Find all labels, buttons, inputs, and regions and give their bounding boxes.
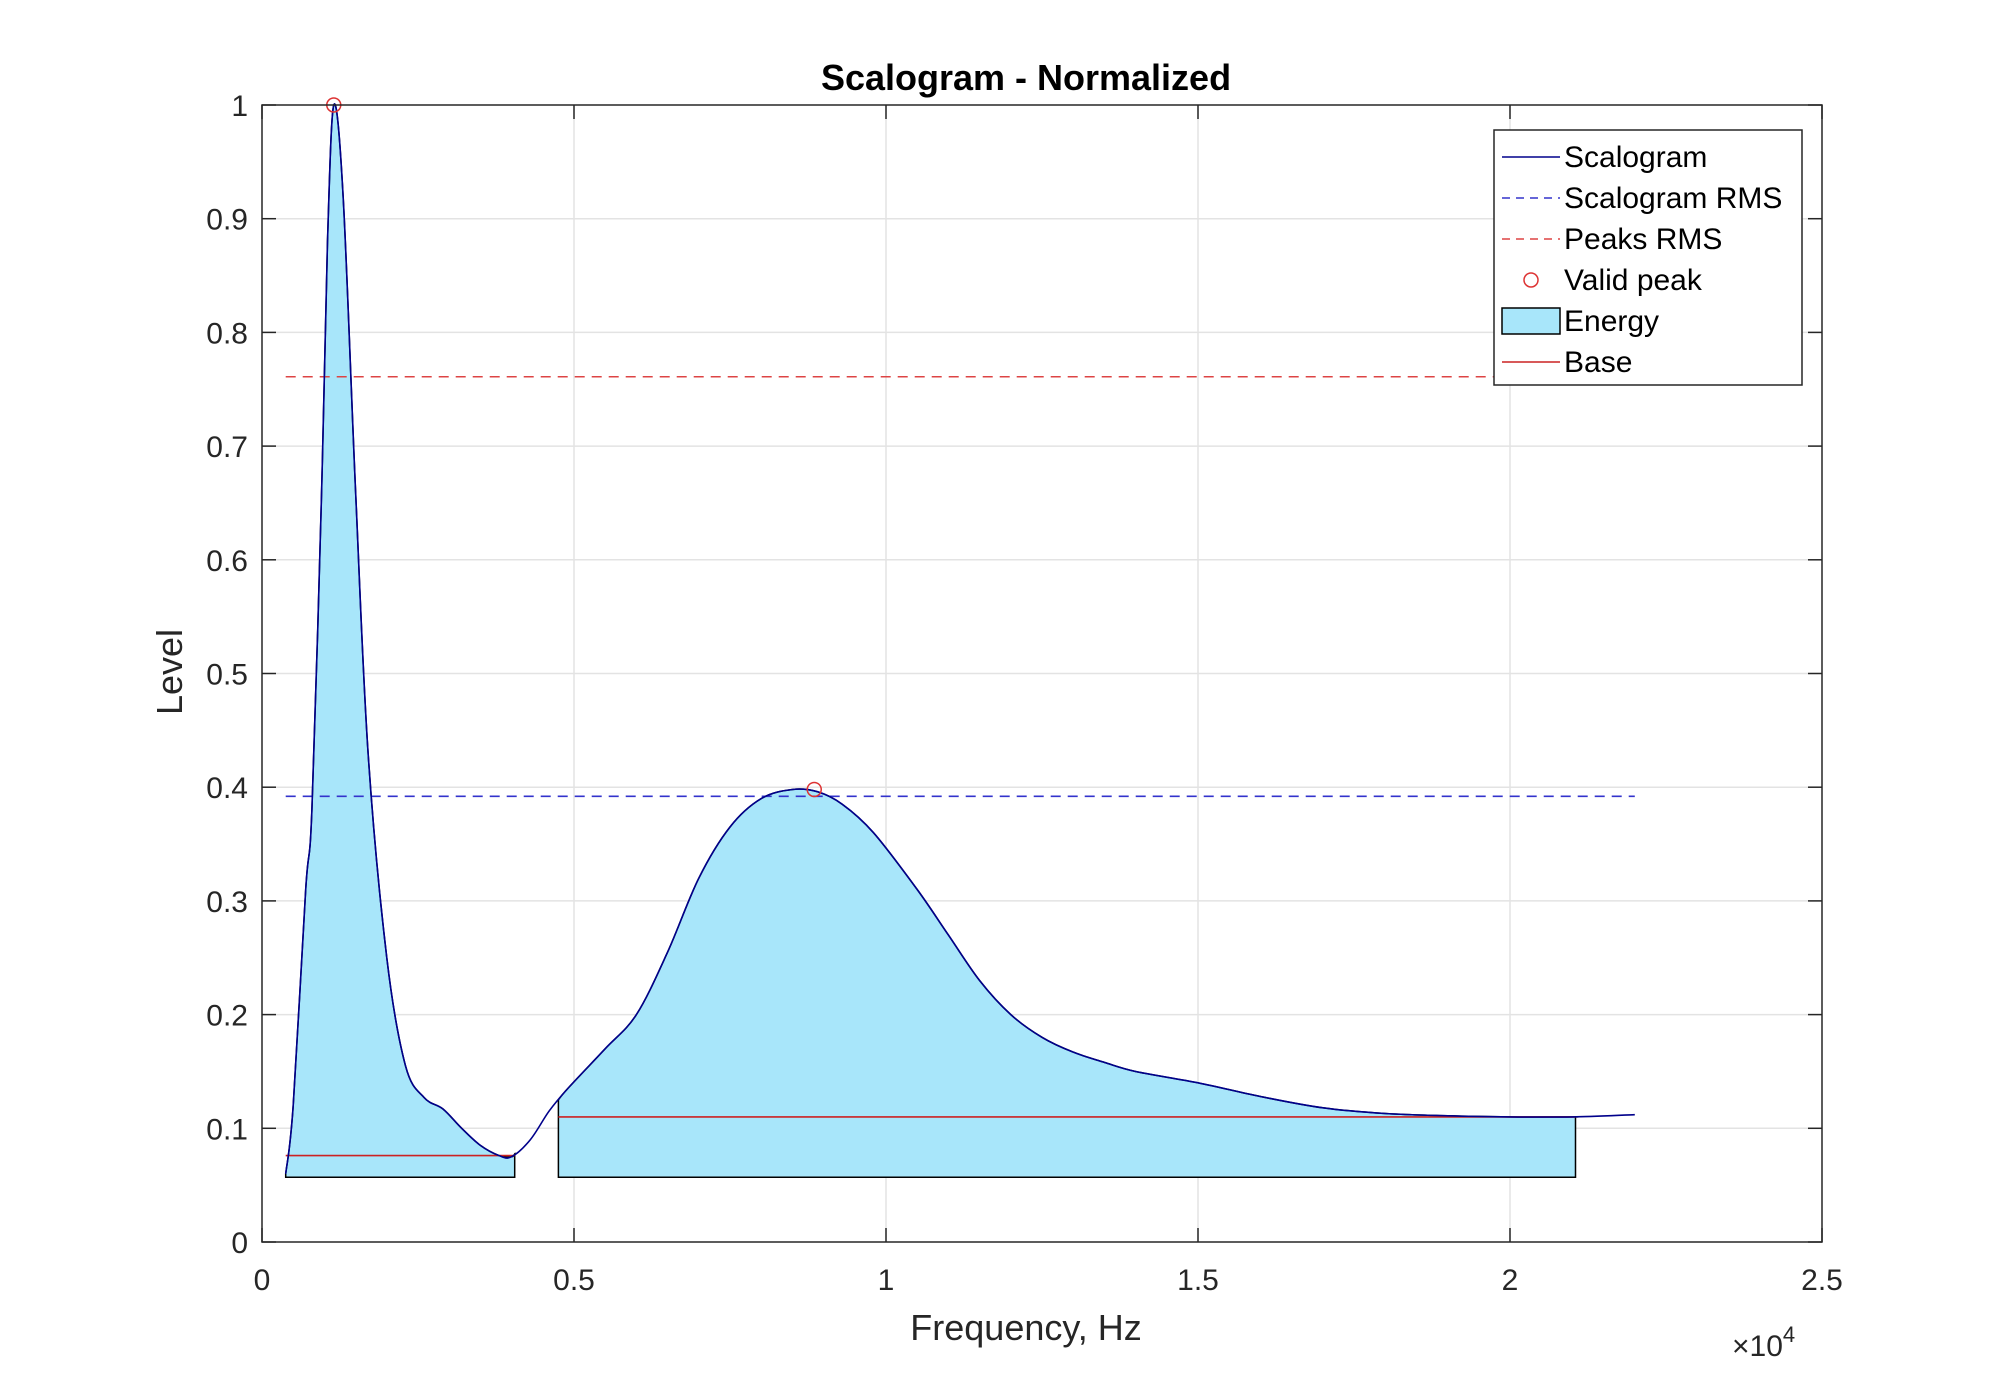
legend-entry-label: Energy [1564, 305, 1659, 338]
y-tick-label: 0.5 [206, 659, 248, 692]
x-tick-label: 0 [254, 1264, 271, 1297]
energy-area-2 [557, 788, 1579, 1178]
y-tick-label: 0.2 [206, 1000, 248, 1033]
energy-area-1 [284, 103, 516, 1178]
chart-title: Scalogram - Normalized [821, 57, 1231, 98]
y-tick-label: 0.6 [206, 545, 248, 578]
energy-areas [284, 103, 1579, 1178]
x-tick-label: 2.5 [1801, 1264, 1843, 1297]
legend-entry-label: Peaks RMS [1564, 223, 1722, 256]
legend-swatch-valid-peak [1523, 272, 1539, 288]
series-lines [284, 103, 1635, 1174]
x-axis-label: Frequency, Hz [910, 1307, 1141, 1348]
x-tick-label: 2 [1502, 1264, 1519, 1297]
y-tick-label: 0.8 [206, 317, 248, 350]
y-tick-label: 0.4 [206, 772, 248, 805]
legend-entry-label: Scalogram [1564, 141, 1707, 174]
valid-peak-marker [806, 781, 822, 798]
legend-swatch-energy [1501, 307, 1561, 335]
x-tick-label: 1 [878, 1264, 895, 1297]
y-axis-label: Level [149, 629, 190, 715]
x-exponent-base: ×10 [1732, 1330, 1783, 1363]
x-tick-label: 1.5 [1177, 1264, 1219, 1297]
legend-entry-label: Base [1564, 346, 1632, 379]
x-tick-label: 0.5 [553, 1264, 595, 1297]
y-tick-label: 0 [231, 1227, 248, 1260]
legend-box [1493, 129, 1803, 386]
y-tick-label: 0.9 [206, 204, 248, 237]
legend-entry-label: Valid peak [1564, 264, 1703, 297]
x-exponent-label: ×104 [1732, 1322, 1795, 1363]
axis-ticks: 0 0.5 1 1.5 2 2.5 0 0.1 0.2 0.3 0.4 0.5 0.6 0.7 0.8 0.9… [206, 90, 1843, 1297]
legend: Scalogram Scalogram RMS Peaks RMS Valid pea… [1493, 129, 1803, 386]
scalogram-line [284, 103, 1635, 1174]
y-tick-label: 0.7 [206, 431, 248, 464]
y-tick-label: 0.3 [206, 886, 248, 919]
legend-entry-label: Scalogram RMS [1564, 182, 1782, 215]
x-exponent-power: 4 [1783, 1322, 1795, 1347]
y-tick-label: 1 [231, 90, 248, 123]
y-tick-label: 0.1 [206, 1113, 248, 1146]
